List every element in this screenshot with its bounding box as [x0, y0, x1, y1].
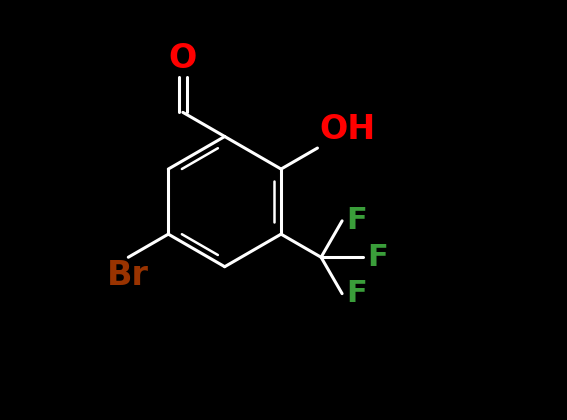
- Text: F: F: [346, 279, 367, 308]
- Text: F: F: [367, 243, 388, 272]
- Text: F: F: [346, 206, 367, 235]
- Text: Br: Br: [107, 259, 149, 292]
- Text: O: O: [169, 42, 197, 75]
- Text: OH: OH: [320, 113, 376, 146]
